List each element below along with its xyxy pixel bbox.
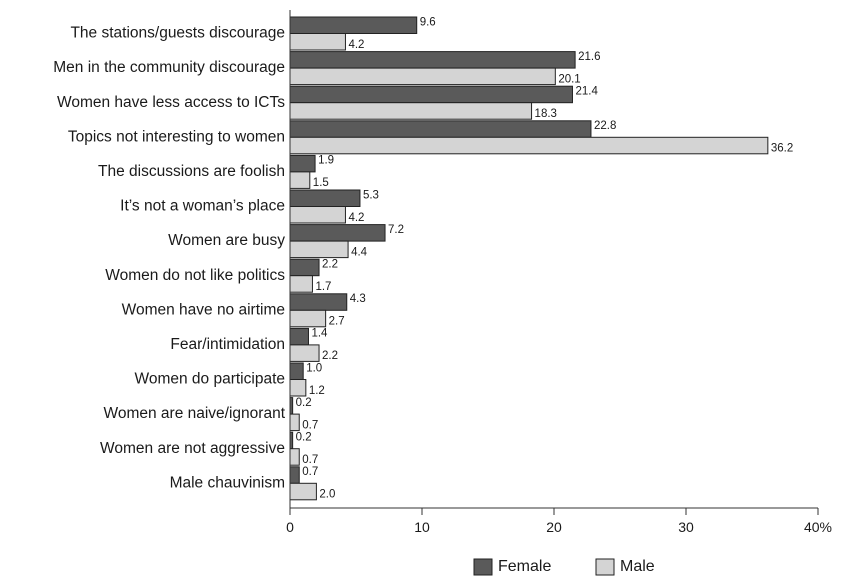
value-label-female: 22.8	[594, 120, 616, 132]
category-label: Women are busy	[168, 232, 285, 249]
bar-female	[289, 224, 386, 242]
x-tick-label: 30	[678, 519, 694, 535]
bar-female	[289, 362, 304, 380]
legend-label-female: Female	[498, 558, 551, 575]
x-tick-label: 10	[414, 519, 430, 535]
bar-male	[289, 102, 533, 120]
value-label-female: 21.6	[578, 51, 600, 63]
category-labels: The stations/guests discourage Men in the…	[53, 25, 285, 492]
category-label: Topics not interesting to women	[68, 128, 285, 145]
x-tick-label: 40%	[804, 519, 832, 535]
bar-male	[289, 240, 349, 259]
category-label: Women are not aggressive	[100, 440, 285, 457]
category-label: Women do not like politics	[105, 267, 285, 284]
value-label-female: 5.3	[363, 189, 379, 201]
bar-female	[289, 51, 576, 69]
value-label-male: 0.7	[302, 419, 318, 431]
value-label-male: 2.7	[329, 316, 345, 328]
legend-swatch-female	[473, 558, 493, 576]
bars	[289, 16, 769, 501]
value-label-female: 4.3	[350, 293, 366, 305]
bar-male	[289, 33, 346, 51]
legend: Female Male	[473, 558, 655, 576]
bar-male	[289, 136, 769, 155]
value-label-female: 0.7	[302, 466, 318, 478]
bar-female	[289, 120, 592, 138]
value-label-female: 21.4	[575, 85, 598, 97]
bar-female	[289, 85, 573, 104]
bar-male	[289, 379, 307, 397]
bar-female	[289, 16, 418, 34]
bar-male	[289, 309, 327, 328]
category-label: The discussions are foolish	[98, 163, 285, 180]
bar-female	[289, 293, 348, 311]
value-label-male: 0.7	[302, 454, 318, 466]
value-label-male: 1.2	[309, 385, 325, 397]
legend-swatch-male	[595, 558, 615, 576]
bar-male	[289, 413, 300, 432]
category-label: The stations/guests discourage	[70, 25, 285, 42]
value-label-male: 1.7	[315, 281, 331, 293]
value-label-female: 0.2	[296, 431, 312, 443]
x-tick-label: 20	[546, 519, 562, 535]
value-label-male: 1.5	[313, 177, 329, 189]
axes: 0 10 20 30 40%	[286, 10, 832, 535]
value-label-female: 9.6	[420, 16, 436, 28]
value-label-male: 36.2	[771, 143, 793, 155]
category-label: Women have less access to ICTs	[57, 94, 285, 111]
category-label: It’s not a woman’s place	[120, 198, 285, 215]
value-label-female: 2.2	[322, 258, 338, 270]
category-label: Male chauvinism	[170, 474, 285, 491]
bar-female	[289, 327, 309, 346]
value-labels: 9.6 4.2 21.6 20.121.4 18.3 22.8 36.2 1.9 1.5 5.3 4…	[296, 16, 794, 500]
value-label-female: 1.9	[318, 155, 334, 167]
value-label-male: 2.2	[322, 350, 338, 362]
bar-male	[289, 482, 317, 501]
bar-male	[289, 344, 320, 362]
bar-female	[289, 154, 316, 173]
legend-label-male: Male	[620, 558, 655, 575]
category-label: Women have no airtime	[122, 301, 285, 318]
category-label: Women are naive/ignorant	[103, 405, 285, 422]
value-label-male: 18.3	[535, 108, 557, 120]
bar-female	[289, 466, 300, 484]
value-label-male: 4.4	[351, 246, 368, 258]
value-label-male: 20.1	[558, 73, 580, 85]
value-label-male: 4.2	[348, 212, 364, 224]
value-label-female: 0.2	[296, 397, 312, 409]
bar-male	[289, 171, 311, 189]
category-label: Men in the community discourage	[53, 59, 285, 76]
value-label-female: 7.2	[388, 224, 404, 236]
x-tick-label: 0	[286, 519, 294, 535]
bar-female	[289, 189, 361, 207]
value-label-male: 2.0	[319, 489, 335, 501]
bar-male	[289, 275, 313, 293]
category-label: Women do participate	[135, 371, 286, 388]
category-label: Fear/intimidation	[170, 336, 285, 353]
bar-female	[289, 258, 320, 277]
value-label-female: 1.0	[306, 362, 322, 374]
bar-male	[289, 448, 300, 466]
value-label-male: 4.2	[348, 39, 364, 51]
bar-male	[289, 206, 346, 224]
value-label-female: 1.4	[311, 328, 328, 340]
bar-male	[289, 67, 556, 86]
